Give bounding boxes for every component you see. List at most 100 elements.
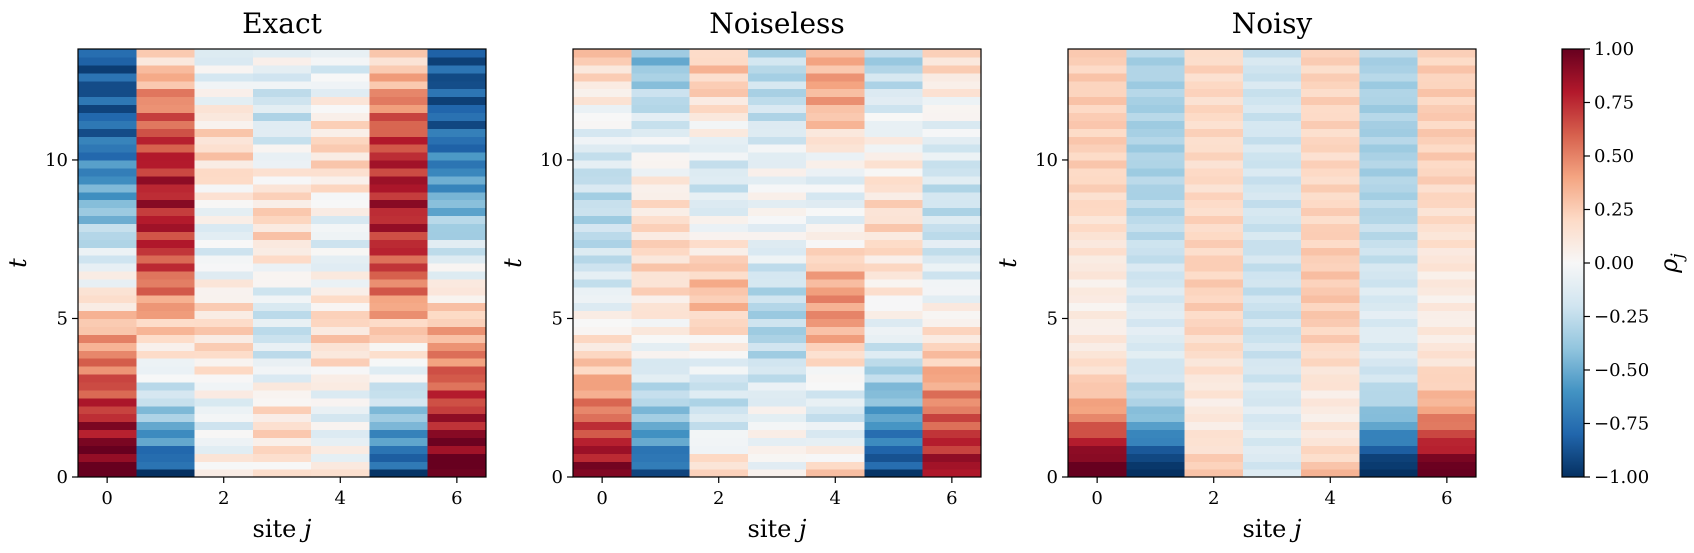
heatmap-cell (1359, 120, 1419, 129)
heatmap-cell (631, 373, 691, 383)
heatmap-cell (806, 334, 866, 343)
heatmap-cell (1184, 120, 1244, 129)
heatmap-cell (747, 334, 807, 343)
heatmap-cell (1417, 183, 1477, 193)
heatmap-cell (194, 96, 254, 106)
heatmap-cell (1359, 152, 1419, 161)
heatmap-cell (369, 310, 429, 320)
heatmap-cell (1242, 381, 1302, 391)
heatmap-cell (369, 358, 429, 367)
x-axis-label: site j (1243, 515, 1302, 543)
heatmap-cell (573, 437, 632, 446)
heatmap-cell (427, 80, 487, 90)
heatmap-cell (369, 342, 429, 351)
heatmap-cells (1068, 49, 1477, 478)
heatmap-cell (1301, 49, 1361, 58)
heatmap-cell (136, 469, 196, 478)
y-tick-label: 10 (1035, 150, 1058, 171)
heatmap-cell (1126, 342, 1186, 351)
heatmap-cell (864, 350, 924, 359)
heatmap-cell (136, 120, 196, 129)
heatmap-cell (1126, 239, 1186, 248)
heatmap-cell (631, 175, 691, 185)
heatmap-cell (194, 263, 254, 272)
heatmap-cell (689, 112, 749, 121)
heatmap-cell (689, 445, 749, 454)
heatmap-cell (1184, 294, 1244, 304)
heatmap-cell (922, 469, 982, 478)
heatmap-cell (806, 429, 866, 438)
heatmap-cell (631, 80, 691, 90)
heatmap-cell (1242, 136, 1302, 145)
heatmap-cell (1359, 294, 1419, 304)
heatmap-cell (1417, 64, 1477, 74)
heatmap-cell (922, 49, 982, 58)
heatmap-cell (427, 429, 487, 438)
colorbar-tick-label: −0.25 (1594, 307, 1649, 328)
heatmap-cell (1126, 207, 1186, 217)
heatmap-cell (78, 286, 137, 296)
heatmap-cell (864, 72, 924, 82)
heatmap-cell (573, 175, 632, 185)
heatmap-cell (1242, 80, 1302, 90)
heatmap-cell (922, 120, 982, 129)
heatmap-cell (1068, 239, 1127, 248)
heatmap-cell (631, 159, 691, 169)
heatmap-cell (1242, 326, 1302, 335)
heatmap-cell (1126, 56, 1186, 66)
heatmap-cell (1184, 437, 1244, 446)
heatmap-cell (1359, 286, 1419, 296)
heatmap-cell (747, 358, 807, 367)
heatmap-cell (194, 49, 254, 58)
heatmap-cell (1242, 199, 1302, 209)
heatmap-cell (427, 191, 487, 201)
heatmap-cell (252, 199, 312, 209)
heatmap-cell (136, 358, 196, 367)
heatmap-cell (922, 207, 982, 217)
heatmap-cell (136, 183, 196, 193)
heatmap-cell (747, 191, 807, 201)
heatmap-cell (864, 278, 924, 288)
heatmap-cell (864, 373, 924, 383)
heatmap-cell (1068, 358, 1127, 367)
heatmap-cell (922, 453, 982, 462)
heatmap-cell (1301, 429, 1361, 438)
heatmap-cell (78, 421, 137, 431)
heatmap-cell (864, 128, 924, 137)
heatmap-cell (631, 381, 691, 391)
heatmap-cell (1184, 397, 1244, 407)
heatmap-cell (311, 247, 371, 256)
heatmap-cell (689, 223, 749, 232)
heatmap-cell (864, 183, 924, 193)
heatmap-cell (747, 247, 807, 256)
heatmap-cell (922, 56, 982, 66)
heatmap-cell (573, 318, 632, 328)
heatmap-cell (1417, 381, 1477, 391)
heatmap-cell (747, 207, 807, 217)
heatmap-cell (136, 128, 196, 137)
heatmap-cell (136, 429, 196, 438)
heatmap-cell (806, 120, 866, 129)
heatmap-cell (194, 278, 254, 288)
heatmap-cell (78, 183, 137, 193)
heatmap-cell (1242, 96, 1302, 106)
heatmap-cell (78, 389, 137, 399)
heatmap-cell (864, 397, 924, 407)
heatmap-cell (573, 350, 632, 359)
heatmap-cell (136, 136, 196, 145)
heatmap-cell (1359, 461, 1419, 470)
heatmap-cell (1301, 373, 1361, 383)
heatmap-cell (252, 49, 312, 58)
heatmap-cell (136, 397, 196, 407)
heatmap-cell (78, 263, 137, 272)
heatmap-cell (252, 128, 312, 137)
heatmap-cell (1301, 294, 1361, 304)
heatmap-cell (1184, 231, 1244, 240)
heatmap-cell (864, 326, 924, 335)
heatmap-cell (1068, 175, 1127, 185)
heatmap-cell (311, 381, 371, 391)
heatmap-cell (369, 405, 429, 415)
heatmap-cell (864, 429, 924, 438)
heatmap-cell (806, 152, 866, 161)
heatmap-cell (194, 373, 254, 383)
